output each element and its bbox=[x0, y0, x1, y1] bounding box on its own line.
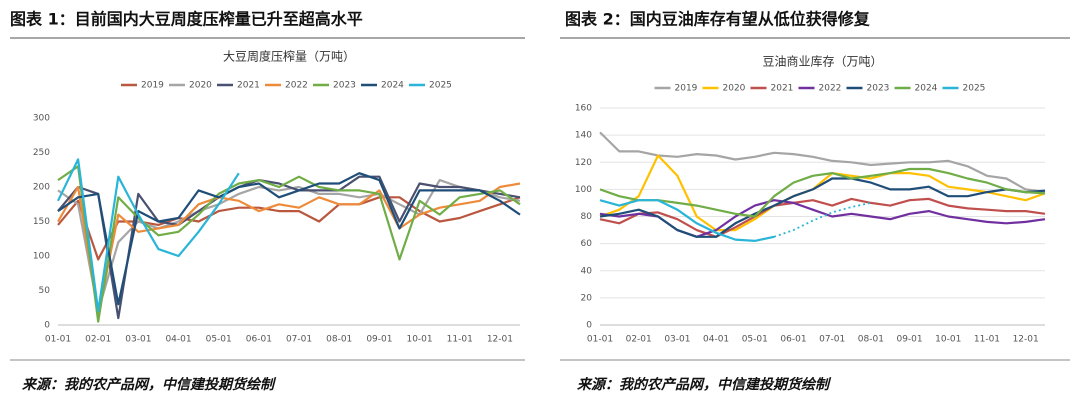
x-tick-label: 02-01 bbox=[85, 335, 111, 345]
series-line bbox=[599, 154, 1046, 232]
legend-label: 2022 bbox=[285, 81, 308, 91]
figure-caption: 图表 2：国内豆油库存有望从低位获得修复 bbox=[565, 10, 871, 29]
figure-caption: 图表 1：目前国内大豆周度压榨量已升至超高水平 bbox=[10, 10, 363, 29]
y-tick-label: 60 bbox=[581, 239, 593, 249]
chart-title: 大豆周度压榨量（万吨） bbox=[223, 49, 355, 64]
y-tick-label: 0 bbox=[586, 321, 592, 331]
series-line bbox=[599, 131, 1046, 194]
legend-label: 2021 bbox=[771, 84, 794, 94]
y-tick-label: 0 bbox=[44, 321, 50, 331]
y-tick-label: 20 bbox=[581, 293, 593, 303]
x-tick-label: 03-01 bbox=[125, 335, 151, 345]
x-tick-label: 09-01 bbox=[896, 335, 922, 345]
source-note: 来源：我的农产品网，中信建投期货绘制 bbox=[22, 376, 277, 393]
chart-title: 豆油商业库存（万吨） bbox=[762, 54, 882, 69]
legend-label: 2019 bbox=[675, 84, 698, 94]
legend-label: 2024 bbox=[381, 81, 404, 91]
y-tick-label: 250 bbox=[33, 148, 50, 158]
series-line bbox=[57, 158, 240, 313]
legend-label: 2022 bbox=[819, 84, 842, 94]
y-tick-label: 200 bbox=[33, 183, 50, 193]
legend-label: 2019 bbox=[141, 81, 164, 91]
x-tick-label: 12-01 bbox=[487, 335, 513, 345]
x-tick-label: 09-01 bbox=[366, 335, 392, 345]
series-line bbox=[57, 182, 521, 316]
legend-label: 2025 bbox=[963, 84, 986, 94]
legend-label: 2021 bbox=[237, 81, 260, 91]
x-tick-label: 10-01 bbox=[406, 335, 432, 345]
x-tick-label: 08-01 bbox=[326, 335, 352, 345]
y-tick-label: 100 bbox=[575, 185, 592, 195]
series-line bbox=[599, 177, 1046, 238]
series-line bbox=[57, 175, 521, 320]
x-tick-label: 12-01 bbox=[1013, 335, 1039, 345]
series-line bbox=[599, 167, 1046, 218]
x-tick-label: 07-01 bbox=[286, 335, 312, 345]
x-tick-label: 03-01 bbox=[664, 335, 690, 345]
y-tick-label: 300 bbox=[33, 114, 50, 124]
y-tick-label: 160 bbox=[575, 104, 592, 114]
legend-label: 2020 bbox=[723, 84, 746, 94]
x-tick-label: 01-01 bbox=[587, 335, 613, 345]
x-tick-label: 04-01 bbox=[703, 335, 729, 345]
x-tick-label: 07-01 bbox=[819, 335, 845, 345]
x-tick-label: 05-01 bbox=[206, 335, 232, 345]
y-tick-label: 100 bbox=[33, 252, 50, 262]
projection-line bbox=[773, 202, 872, 238]
series-line bbox=[57, 165, 521, 323]
series-line bbox=[57, 172, 521, 306]
x-tick-label: 04-01 bbox=[165, 335, 191, 345]
series-line bbox=[599, 199, 775, 242]
series-line bbox=[57, 179, 521, 313]
x-tick-label: 11-01 bbox=[974, 335, 1000, 345]
y-tick-label: 150 bbox=[33, 217, 50, 227]
legend-label: 2020 bbox=[189, 81, 212, 91]
legend-label: 2023 bbox=[867, 84, 890, 94]
x-tick-label: 01-01 bbox=[45, 335, 71, 345]
x-tick-label: 06-01 bbox=[246, 335, 272, 345]
y-tick-label: 80 bbox=[581, 212, 593, 222]
y-tick-label: 40 bbox=[581, 266, 593, 276]
x-tick-label: 11-01 bbox=[447, 335, 473, 345]
legend-label: 2024 bbox=[915, 84, 938, 94]
legend-label: 2025 bbox=[429, 81, 452, 91]
y-tick-label: 120 bbox=[575, 158, 592, 168]
x-tick-label: 05-01 bbox=[742, 335, 768, 345]
x-tick-label: 08-01 bbox=[858, 335, 884, 345]
series-line bbox=[599, 197, 1046, 238]
x-tick-label: 02-01 bbox=[626, 335, 652, 345]
y-tick-label: 140 bbox=[575, 131, 592, 141]
x-tick-label: 10-01 bbox=[935, 335, 961, 345]
legend-label: 2023 bbox=[333, 81, 356, 91]
source-note: 来源：我的农产品网，中信建投期货绘制 bbox=[577, 376, 832, 393]
x-tick-label: 06-01 bbox=[780, 335, 806, 345]
y-tick-label: 50 bbox=[39, 286, 51, 296]
